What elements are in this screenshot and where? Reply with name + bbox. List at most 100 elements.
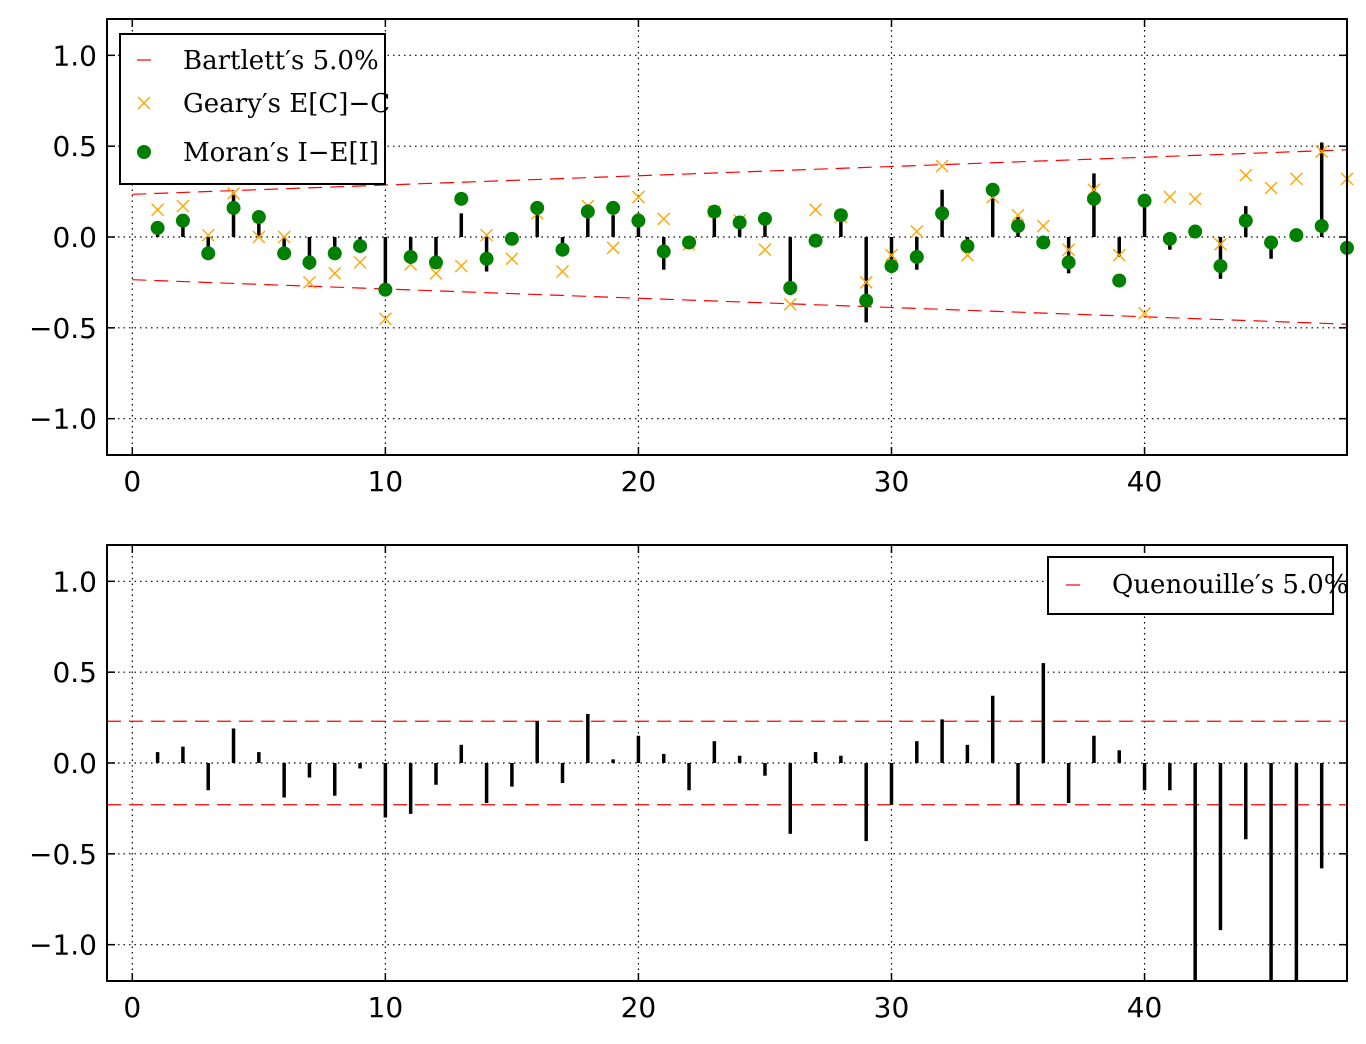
geary-point-stroke (353, 255, 367, 269)
moran-point (580, 204, 595, 219)
geary-point (1011, 208, 1025, 222)
moran-point (1213, 259, 1228, 274)
x-tick-label: 10 (368, 465, 404, 498)
y-tick-label: −0.5 (29, 838, 97, 871)
geary-point (353, 255, 367, 269)
bartlett-band (132, 149, 1348, 325)
moran-point (277, 246, 292, 261)
geary-point (201, 228, 215, 242)
geary-point (302, 275, 316, 289)
geary-point-stroke (758, 243, 772, 257)
legend-bartlett-label: Bartlett′s 5.0% (183, 46, 379, 76)
moran-point (656, 244, 671, 259)
geary-point-stroke (1138, 306, 1152, 320)
geary-point (454, 259, 468, 273)
moran-point (707, 204, 722, 219)
geary-point (606, 241, 620, 255)
legend-quenouille-label: Quenouille′s 5.0% (1112, 570, 1349, 600)
bartlett-upper-line (132, 149, 1348, 195)
geary-point (783, 297, 797, 311)
legend-geary-label: Geary′s E[C]−C (183, 89, 390, 119)
x-tick-label: 40 (1127, 991, 1163, 1024)
moran-point (1086, 191, 1101, 206)
top-axis-ticks: 0 10 20 30 40 1.0 0.5 0.0 −0.5 −1.0 (29, 19, 1347, 498)
geary-point-stroke (302, 275, 316, 289)
geary-point-stroke (809, 203, 823, 217)
geary-point (176, 199, 190, 213)
geary-point-stroke (783, 297, 797, 311)
geary-point-stroke (227, 186, 241, 200)
moran-point (935, 206, 950, 221)
x-tick-label: 10 (368, 991, 404, 1024)
geary-point (859, 275, 873, 289)
moran-point (327, 246, 342, 261)
geary-point-stroke (606, 241, 620, 255)
moran-point (1137, 193, 1152, 208)
moran-point (302, 255, 317, 270)
moran-point (479, 251, 494, 266)
moran-point (884, 259, 899, 274)
legend-moran-label: Moran′s I−E[I] (183, 138, 379, 168)
moran-point (555, 242, 570, 257)
moran-point (1264, 235, 1279, 250)
geary-point-stroke (151, 203, 165, 217)
geary-point-stroke (1062, 243, 1076, 257)
moran-point (1112, 273, 1127, 288)
moran-point (606, 200, 621, 215)
y-tick-label: −1.0 (29, 403, 97, 436)
geary-point (758, 243, 772, 257)
geary-point (935, 159, 949, 173)
top-legend-box (119, 33, 386, 185)
quenouille-band (107, 720, 1347, 806)
moran-point (1238, 213, 1253, 228)
geary-point (1315, 145, 1329, 159)
moran-points (150, 182, 1354, 308)
geary-point (657, 212, 671, 226)
geary-point (1188, 192, 1202, 206)
y-tick-label: 0.5 (52, 656, 97, 689)
x-tick-label: 0 (123, 991, 141, 1024)
geary-point-stroke (252, 230, 266, 244)
geary-point-stroke (1239, 168, 1253, 182)
moran-point (226, 200, 241, 215)
top-legend: Bartlett′s 5.0% Geary′s E[C]−C Moran′s I… (119, 33, 390, 185)
y-tick-label: 1.0 (52, 565, 97, 598)
geary-point (631, 190, 645, 204)
x-tick-label: 20 (621, 465, 657, 498)
geary-point-stroke (1011, 208, 1025, 222)
moran-point (732, 215, 747, 230)
geary-point-stroke (328, 266, 342, 280)
geary-point-stroke (1163, 190, 1177, 204)
top-correlogram-panel: 0 10 20 30 40 1.0 0.5 0.0 −0.5 −1.0 Bartlett′s 5.… (29, 18, 1354, 498)
moran-point (783, 280, 798, 295)
y-tick-label: −1.0 (29, 929, 97, 962)
geary-point (227, 186, 241, 200)
y-tick-label: 1.0 (52, 39, 97, 72)
geary-point (910, 225, 924, 239)
moran-point (833, 208, 848, 223)
moran-point (859, 293, 874, 308)
moran-point (682, 235, 697, 250)
moran-point (1314, 219, 1329, 234)
geary-point (1264, 181, 1278, 195)
moran-point (1188, 224, 1203, 239)
moran-point (631, 213, 646, 228)
moran-point (960, 239, 975, 254)
geary-point-stroke (1315, 145, 1329, 159)
bottom-legend-box (1047, 556, 1334, 615)
geary-point-stroke (657, 212, 671, 226)
geary-point-stroke (935, 159, 949, 173)
moran-point (1289, 228, 1304, 243)
geary-point-stroke (1264, 181, 1278, 195)
geary-point-stroke (454, 259, 468, 273)
moran-point (1162, 231, 1177, 246)
moran-point (428, 255, 443, 270)
geary-point (1289, 172, 1303, 186)
geary-point (505, 252, 519, 266)
geary-point-stroke (480, 228, 494, 242)
geary-point (429, 266, 443, 280)
y-tick-label: 0.0 (52, 747, 97, 780)
moran-point (454, 191, 469, 206)
geary-point (809, 203, 823, 217)
